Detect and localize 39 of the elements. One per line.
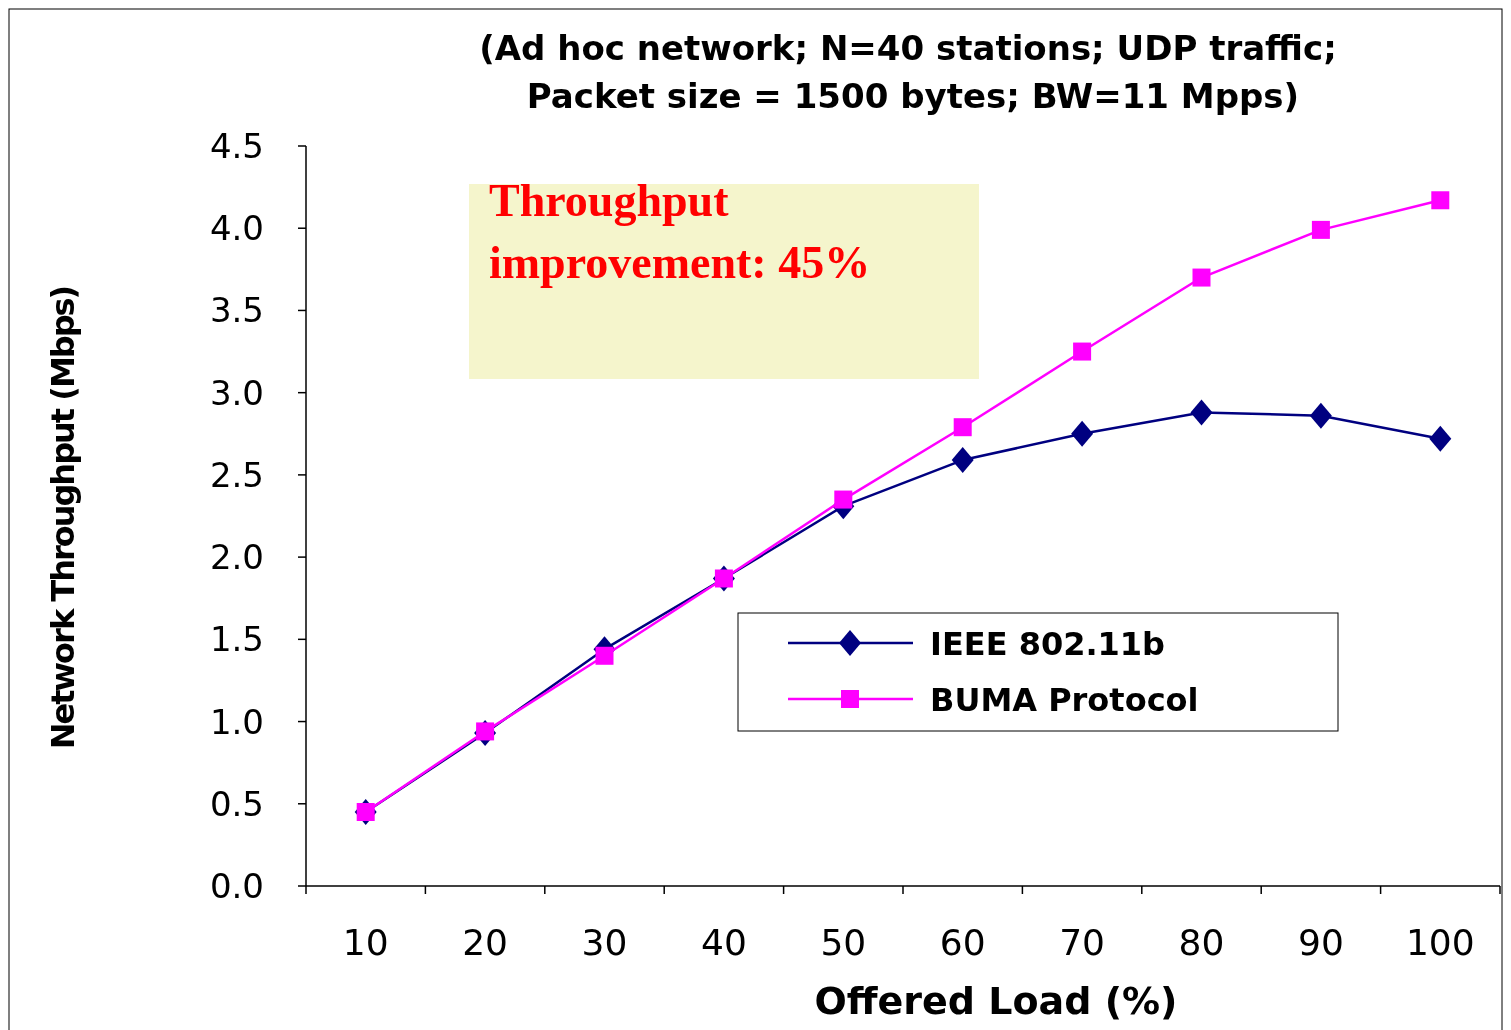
y-tick-label: 4.0 xyxy=(209,208,264,249)
x-tick-label: 60 xyxy=(939,922,986,963)
point xyxy=(834,490,853,509)
y-tick-label: 1.5 xyxy=(209,619,264,660)
legend-label: IEEE 802.11b xyxy=(930,625,1166,663)
x-tick-label: 100 xyxy=(1405,922,1475,963)
y-tick-label: 0.5 xyxy=(209,783,264,824)
y-tick-label: 0.0 xyxy=(209,866,264,906)
point xyxy=(953,418,972,437)
x-tick-label: 50 xyxy=(820,922,867,963)
point xyxy=(1309,402,1332,429)
point xyxy=(1192,268,1211,287)
point xyxy=(1190,399,1213,426)
y-axis-title: Network Throughput (Mbps) xyxy=(44,286,82,750)
point xyxy=(1431,191,1450,210)
x-tick-label: 10 xyxy=(342,922,389,963)
y-tick-label: 3.0 xyxy=(209,372,264,413)
legend-label: BUMA Protocol xyxy=(930,681,1199,719)
point xyxy=(1311,220,1330,239)
point xyxy=(595,646,614,665)
y-tick-label: 3.5 xyxy=(209,290,264,331)
y-tick-label: 2.0 xyxy=(209,537,264,578)
chart-title: (Ad hoc network; N=40 stations; UDP traffic; xyxy=(479,28,1337,68)
annotation: Throughput improvement: 45% xyxy=(489,175,871,288)
y-tick-label: 4.5 xyxy=(209,126,264,166)
x-tick-label: 30 xyxy=(581,922,628,963)
chart-subtitle: Packet size = 1500 bytes; BW=11 Mpps) xyxy=(526,76,1300,116)
y-tick-label: 1.0 xyxy=(209,701,264,742)
point xyxy=(1429,425,1452,452)
x-tick-label: 70 xyxy=(1059,922,1106,963)
x-tick-label: 40 xyxy=(700,922,747,963)
x-axis-title: Offered Load (%) xyxy=(814,979,1178,1023)
x-tick-label: 20 xyxy=(462,922,509,963)
y-tick-label: 2.5 xyxy=(209,454,264,495)
x-tick-label: 90 xyxy=(1297,922,1344,963)
point xyxy=(1071,420,1094,447)
point xyxy=(1073,342,1092,361)
x-tick-label: 80 xyxy=(1178,922,1225,963)
point xyxy=(951,447,974,474)
